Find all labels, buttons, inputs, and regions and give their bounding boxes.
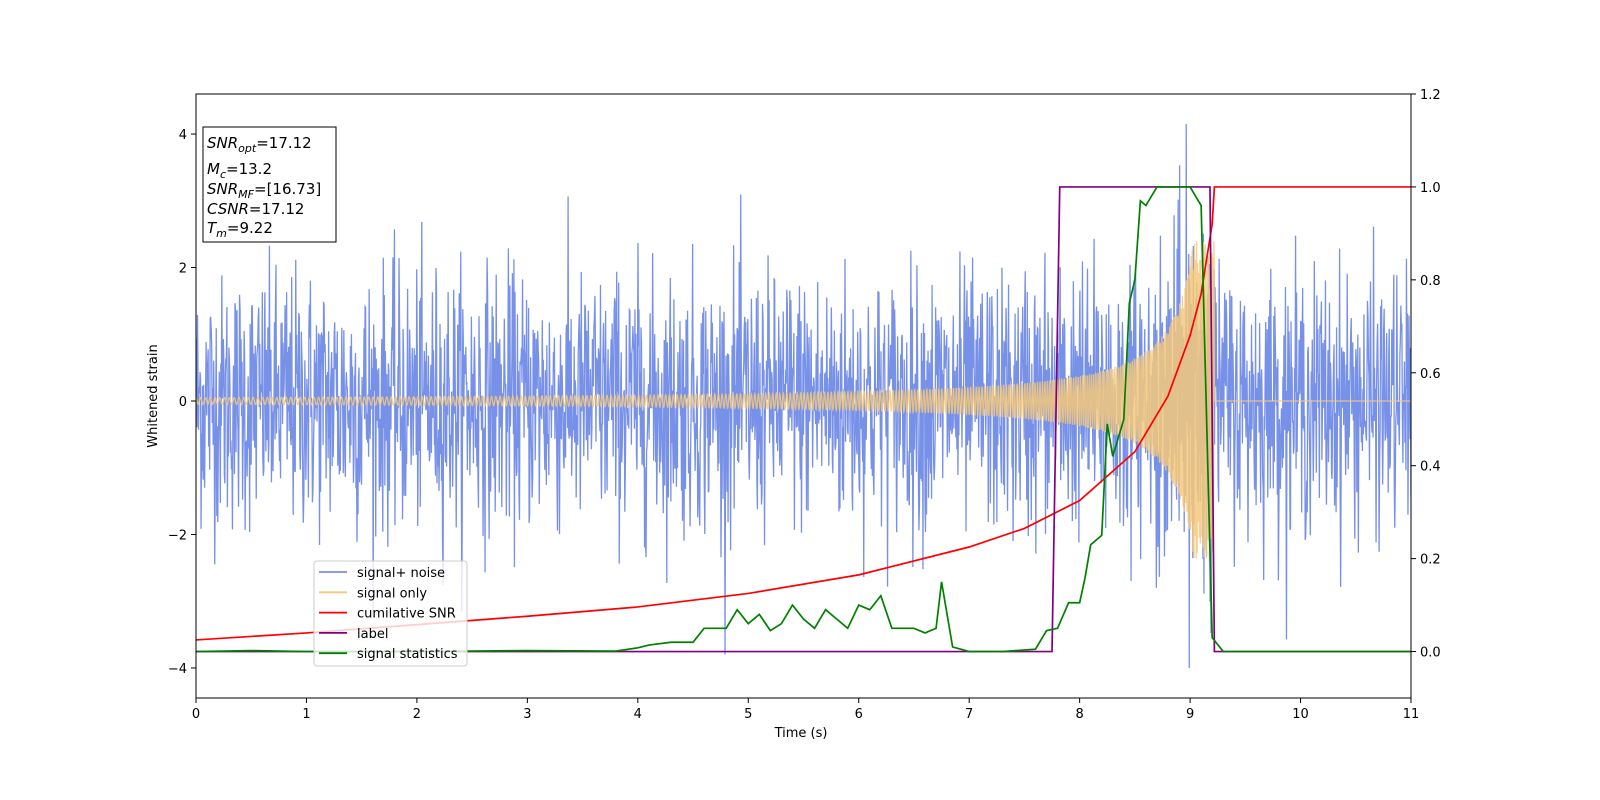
- info-box-frame: [202, 126, 337, 243]
- y-left-tick-label: 4: [179, 128, 187, 143]
- y-right-tick-label: 0.0: [1420, 646, 1441, 661]
- legend-entry: label: [357, 627, 388, 642]
- y-left-tick-label: −2: [168, 528, 187, 543]
- info-snr-mf: SNRMF=[16.73]: [207, 180, 321, 201]
- series-layer: [196, 124, 1411, 668]
- x-tick-label: 3: [523, 707, 531, 722]
- x-tick-label: 4: [634, 707, 642, 722]
- legend-entry: cumilative SNR: [357, 607, 456, 622]
- info-tm: Tm=9.22: [207, 219, 273, 240]
- y-right-tick-label: 0.2: [1420, 553, 1441, 568]
- x-tick-label: 9: [1186, 707, 1194, 722]
- x-tick-label: 5: [744, 707, 752, 722]
- y-axis-title: Whitened strain: [146, 344, 161, 447]
- series-signal-only: [196, 240, 1411, 561]
- x-tick-label: 0: [192, 707, 200, 722]
- tick-layer: 0 1 2 3 4 5 6 7 8 9 10 11 −4 −2 0 2 4 0.0 0.2 0.4 0.6 0.8 1.0 1…: [168, 88, 1441, 722]
- legend-entry: signal only: [357, 586, 427, 601]
- y-left-tick-label: 2: [179, 262, 187, 277]
- y-right-tick-label: 0.4: [1420, 460, 1441, 475]
- legend-frame: [313, 560, 468, 667]
- info-box: SNRopt=17.12 Mc=13.2 SNRMF=[16.73] CSNR=…: [202, 126, 337, 243]
- legend-entry: signal+ noise: [357, 566, 445, 581]
- info-mc: Mc=13.2: [207, 160, 272, 181]
- x-tick-label: 1: [302, 707, 310, 722]
- x-tick-label: 2: [413, 707, 421, 722]
- x-tick-label: 10: [1292, 707, 1309, 722]
- plot-frame: [195, 93, 1412, 699]
- y-right-tick-label: 0.6: [1420, 367, 1441, 382]
- x-tick-label: 7: [965, 707, 973, 722]
- legend: signal+ noise signal only cumilative SNR la…: [313, 560, 468, 667]
- y-right-tick-label: 1.2: [1420, 88, 1441, 103]
- y-right-tick-label: 0.8: [1420, 274, 1441, 289]
- info-csnr: CSNR=17.12: [207, 200, 304, 218]
- x-tick-label: 8: [1075, 707, 1083, 722]
- series-signal-statistics: [196, 186, 1411, 653]
- y-right-tick-label: 1.0: [1420, 181, 1441, 196]
- x-tick-label: 6: [855, 707, 863, 722]
- legend-entry: signal statistics: [357, 647, 458, 662]
- x-axis-title: Time (s): [774, 726, 828, 741]
- x-tick-label: 11: [1403, 707, 1420, 722]
- info-snr-opt: SNRopt=17.12: [207, 134, 312, 155]
- y-left-tick-label: 0: [179, 395, 187, 410]
- y-left-tick-label: −4: [168, 662, 187, 677]
- series-cumulative-snr: [196, 186, 1411, 641]
